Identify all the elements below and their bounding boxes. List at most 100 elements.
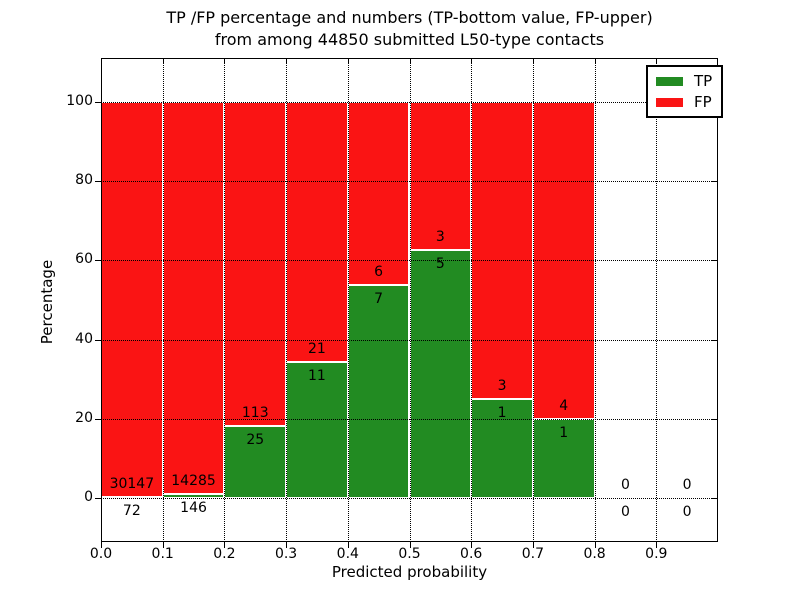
x-gridline (224, 58, 226, 542)
x-tick-top (162, 58, 164, 64)
x-tick (532, 542, 534, 548)
y-tick (95, 101, 101, 103)
bar-tp (347, 284, 410, 499)
x-tick-top (347, 58, 349, 64)
bar-fp (347, 101, 410, 285)
y-tick (95, 260, 101, 262)
tp-count-label: 72 (122, 503, 141, 520)
y-tick (95, 339, 101, 341)
x-gridline (347, 58, 349, 542)
legend-label: FP (694, 93, 712, 111)
y-tick-right (712, 419, 718, 421)
bar-tp (286, 361, 348, 499)
y-tick-right (712, 339, 718, 341)
y-tick-right (712, 180, 718, 182)
x-tick-label: 0.4 (336, 546, 359, 562)
tp-color-swatch (656, 77, 683, 86)
y-tick-right (712, 260, 718, 262)
bar-tp (409, 250, 472, 499)
x-tick (594, 542, 596, 548)
y-tick (95, 498, 101, 500)
legend: TP FP (646, 65, 724, 118)
x-tick-label: 0.1 (151, 546, 174, 562)
chart-title: TP /FP percentage and numbers (TP-bottom… (101, 7, 718, 51)
bar-tp (532, 419, 595, 499)
x-tick-label: 0.7 (521, 546, 545, 562)
fp-count-label: 14285 (171, 473, 216, 490)
fp-color-swatch (656, 98, 683, 107)
x-tick-label: 0.6 (460, 546, 483, 562)
chart-title-line1: TP /FP percentage and numbers (TP-bottom… (166, 8, 653, 27)
x-tick-label: 0.2 (213, 546, 236, 562)
bar-tp (224, 426, 287, 499)
x-tick (224, 542, 226, 548)
tp-count-label: 0 (682, 504, 692, 521)
tp-count-label: 146 (180, 500, 207, 517)
x-tick-top (656, 58, 658, 64)
fp-count-label: 3 (435, 229, 445, 246)
y-tick-label: 20 (75, 410, 93, 427)
bar-fp (471, 101, 533, 400)
tp-count-label: 0 (620, 504, 630, 521)
tp-count-label: 5 (435, 256, 445, 273)
x-gridline (162, 58, 164, 542)
bar-tp (471, 399, 533, 499)
x-gridline (286, 58, 288, 542)
bar-fp (162, 101, 225, 495)
y-tick (95, 180, 101, 182)
x-tick (162, 542, 164, 548)
fp-count-label: 0 (620, 477, 630, 494)
x-tick-label: 0.9 (645, 546, 668, 562)
fp-count-label: 0 (682, 477, 692, 494)
tp-count-label: 11 (308, 367, 326, 384)
chart-title-line2: from among 44850 submitted L50-type cont… (214, 30, 605, 49)
fp-count-label: 4 (559, 398, 569, 415)
x-tick-top (471, 58, 473, 64)
legend-label: TP (694, 72, 713, 90)
x-tick-top (532, 58, 534, 64)
x-gridline (532, 58, 534, 542)
y-tick-label: 0 (84, 489, 93, 506)
fp-count-label: 21 (308, 340, 326, 357)
x-gridline (471, 58, 473, 542)
y-tick-label: 80 (75, 171, 93, 188)
x-tick-label: 0.5 (398, 546, 421, 562)
x-tick (286, 542, 288, 548)
y-tick-label: 60 (75, 251, 93, 268)
x-tick-top (101, 58, 102, 64)
x-tick-top (286, 58, 288, 64)
legend-item-fp: FP (656, 94, 712, 111)
y-tick-label: 100 (66, 92, 93, 109)
x-tick-top (224, 58, 226, 64)
fp-count-label: 30147 (109, 476, 155, 493)
fp-count-label: 3 (497, 378, 507, 395)
tp-count-label: 25 (246, 432, 265, 449)
x-tick (471, 542, 473, 548)
bar-fp (286, 101, 348, 362)
x-gridline (656, 58, 658, 542)
y-axis-label: Percentage (38, 259, 56, 345)
x-tick-top (594, 58, 596, 64)
x-tick-top (409, 58, 411, 64)
x-tick-label: 0.0 (89, 546, 113, 562)
y-tick (95, 419, 101, 421)
y-tick-right (712, 498, 718, 500)
fp-count-label: 113 (241, 405, 269, 422)
x-tick (656, 542, 658, 548)
bar-fp (409, 101, 472, 251)
x-gridline (594, 58, 596, 542)
tp-count-label: 1 (559, 425, 569, 442)
x-tick (101, 542, 102, 548)
bar-fp (101, 101, 163, 498)
legend-item-tp: TP (656, 73, 712, 90)
x-tick (409, 542, 411, 548)
y-tick-label: 40 (75, 330, 93, 347)
tp-count-label: 1 (497, 405, 507, 422)
x-gridline (409, 58, 411, 542)
x-axis-label: Predicted probability (331, 563, 488, 581)
x-tick (347, 542, 349, 548)
tp-count-label: 7 (374, 290, 384, 307)
x-tick-label: 0.3 (274, 546, 298, 562)
fp-count-label: 6 (374, 263, 384, 280)
